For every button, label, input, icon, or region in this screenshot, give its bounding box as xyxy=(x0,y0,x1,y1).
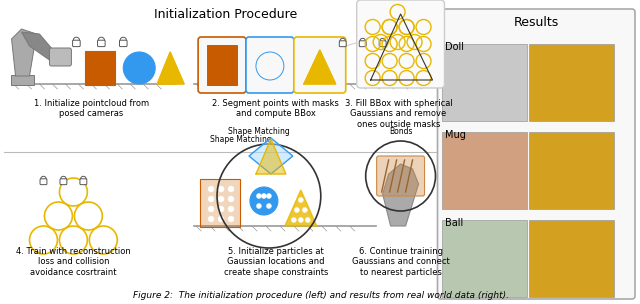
FancyBboxPatch shape xyxy=(442,44,527,121)
Circle shape xyxy=(73,37,79,43)
Text: Results: Results xyxy=(514,16,559,29)
Circle shape xyxy=(261,194,266,199)
FancyBboxPatch shape xyxy=(339,41,346,47)
Circle shape xyxy=(208,206,214,212)
Circle shape xyxy=(228,216,234,222)
Text: Doll: Doll xyxy=(445,42,465,52)
Polygon shape xyxy=(383,164,419,226)
Text: Ball: Ball xyxy=(445,218,464,228)
Circle shape xyxy=(360,38,365,44)
Circle shape xyxy=(257,203,261,209)
FancyBboxPatch shape xyxy=(60,179,67,185)
FancyBboxPatch shape xyxy=(294,37,346,93)
Circle shape xyxy=(305,217,310,223)
Text: Bonds: Bonds xyxy=(389,127,412,136)
Text: Shape Matching: Shape Matching xyxy=(228,127,290,136)
FancyBboxPatch shape xyxy=(10,75,35,85)
Text: 3. Fill BBox with spherical
Gaussians and remove
ones outside masks: 3. Fill BBox with spherical Gaussians an… xyxy=(345,99,452,129)
Circle shape xyxy=(228,186,234,192)
FancyBboxPatch shape xyxy=(356,0,445,88)
Circle shape xyxy=(298,198,303,202)
Circle shape xyxy=(228,196,234,202)
FancyBboxPatch shape xyxy=(377,156,424,196)
FancyBboxPatch shape xyxy=(85,51,115,85)
Polygon shape xyxy=(12,29,36,76)
FancyBboxPatch shape xyxy=(207,45,237,85)
Circle shape xyxy=(208,186,214,192)
Polygon shape xyxy=(285,190,317,226)
Circle shape xyxy=(218,186,224,192)
FancyBboxPatch shape xyxy=(438,9,635,299)
Circle shape xyxy=(294,208,300,212)
FancyBboxPatch shape xyxy=(442,220,527,297)
Polygon shape xyxy=(304,50,336,84)
FancyBboxPatch shape xyxy=(379,41,386,47)
Circle shape xyxy=(340,38,346,44)
Text: Mug: Mug xyxy=(445,130,467,140)
Circle shape xyxy=(61,176,66,182)
Circle shape xyxy=(257,194,261,199)
Circle shape xyxy=(218,206,224,212)
Circle shape xyxy=(298,217,303,223)
Polygon shape xyxy=(256,139,286,174)
FancyBboxPatch shape xyxy=(200,179,240,227)
Text: Shape Matching: Shape Matching xyxy=(210,135,272,144)
Polygon shape xyxy=(22,32,56,60)
FancyBboxPatch shape xyxy=(80,179,87,185)
Circle shape xyxy=(302,208,307,212)
Text: 4. Train with reconstruction
loss and collision
avoidance cosrtraint: 4. Train with reconstruction loss and co… xyxy=(16,247,131,277)
Circle shape xyxy=(250,187,278,215)
FancyBboxPatch shape xyxy=(198,37,246,93)
Circle shape xyxy=(41,176,46,182)
Circle shape xyxy=(218,216,224,222)
Text: 5. Initialize particles at
Gaussian locations and
create shape constraints: 5. Initialize particles at Gaussian loca… xyxy=(224,247,328,277)
Circle shape xyxy=(218,196,224,202)
Circle shape xyxy=(266,203,271,209)
Circle shape xyxy=(81,176,86,182)
Text: 6. Continue training
Gaussians and connect
to nearest particles: 6. Continue training Gaussians and conne… xyxy=(352,247,449,277)
FancyBboxPatch shape xyxy=(529,132,614,209)
Circle shape xyxy=(228,206,234,212)
FancyBboxPatch shape xyxy=(529,44,614,121)
FancyBboxPatch shape xyxy=(529,220,614,297)
Text: 1. Initialize pointcloud from
posed cameras: 1. Initialize pointcloud from posed came… xyxy=(34,99,149,118)
Circle shape xyxy=(124,52,155,84)
Circle shape xyxy=(208,196,214,202)
Circle shape xyxy=(266,194,271,199)
FancyBboxPatch shape xyxy=(49,48,72,66)
FancyBboxPatch shape xyxy=(72,40,80,47)
FancyBboxPatch shape xyxy=(359,41,366,47)
Circle shape xyxy=(291,217,296,223)
Text: 2. Segment points with masks
and compute BBox: 2. Segment points with masks and compute… xyxy=(212,99,339,118)
Text: Figure 2:  The initialization procedure (left) and results from real world data : Figure 2: The initialization procedure (… xyxy=(132,291,509,300)
FancyBboxPatch shape xyxy=(246,37,294,93)
Circle shape xyxy=(380,38,385,44)
Polygon shape xyxy=(157,52,184,84)
FancyBboxPatch shape xyxy=(442,132,527,209)
Circle shape xyxy=(208,216,214,222)
Text: Initialization Procedure: Initialization Procedure xyxy=(154,8,298,21)
FancyBboxPatch shape xyxy=(40,179,47,185)
Circle shape xyxy=(98,37,104,43)
Circle shape xyxy=(120,37,127,43)
FancyBboxPatch shape xyxy=(120,40,127,47)
FancyBboxPatch shape xyxy=(97,40,105,47)
Polygon shape xyxy=(249,138,293,174)
